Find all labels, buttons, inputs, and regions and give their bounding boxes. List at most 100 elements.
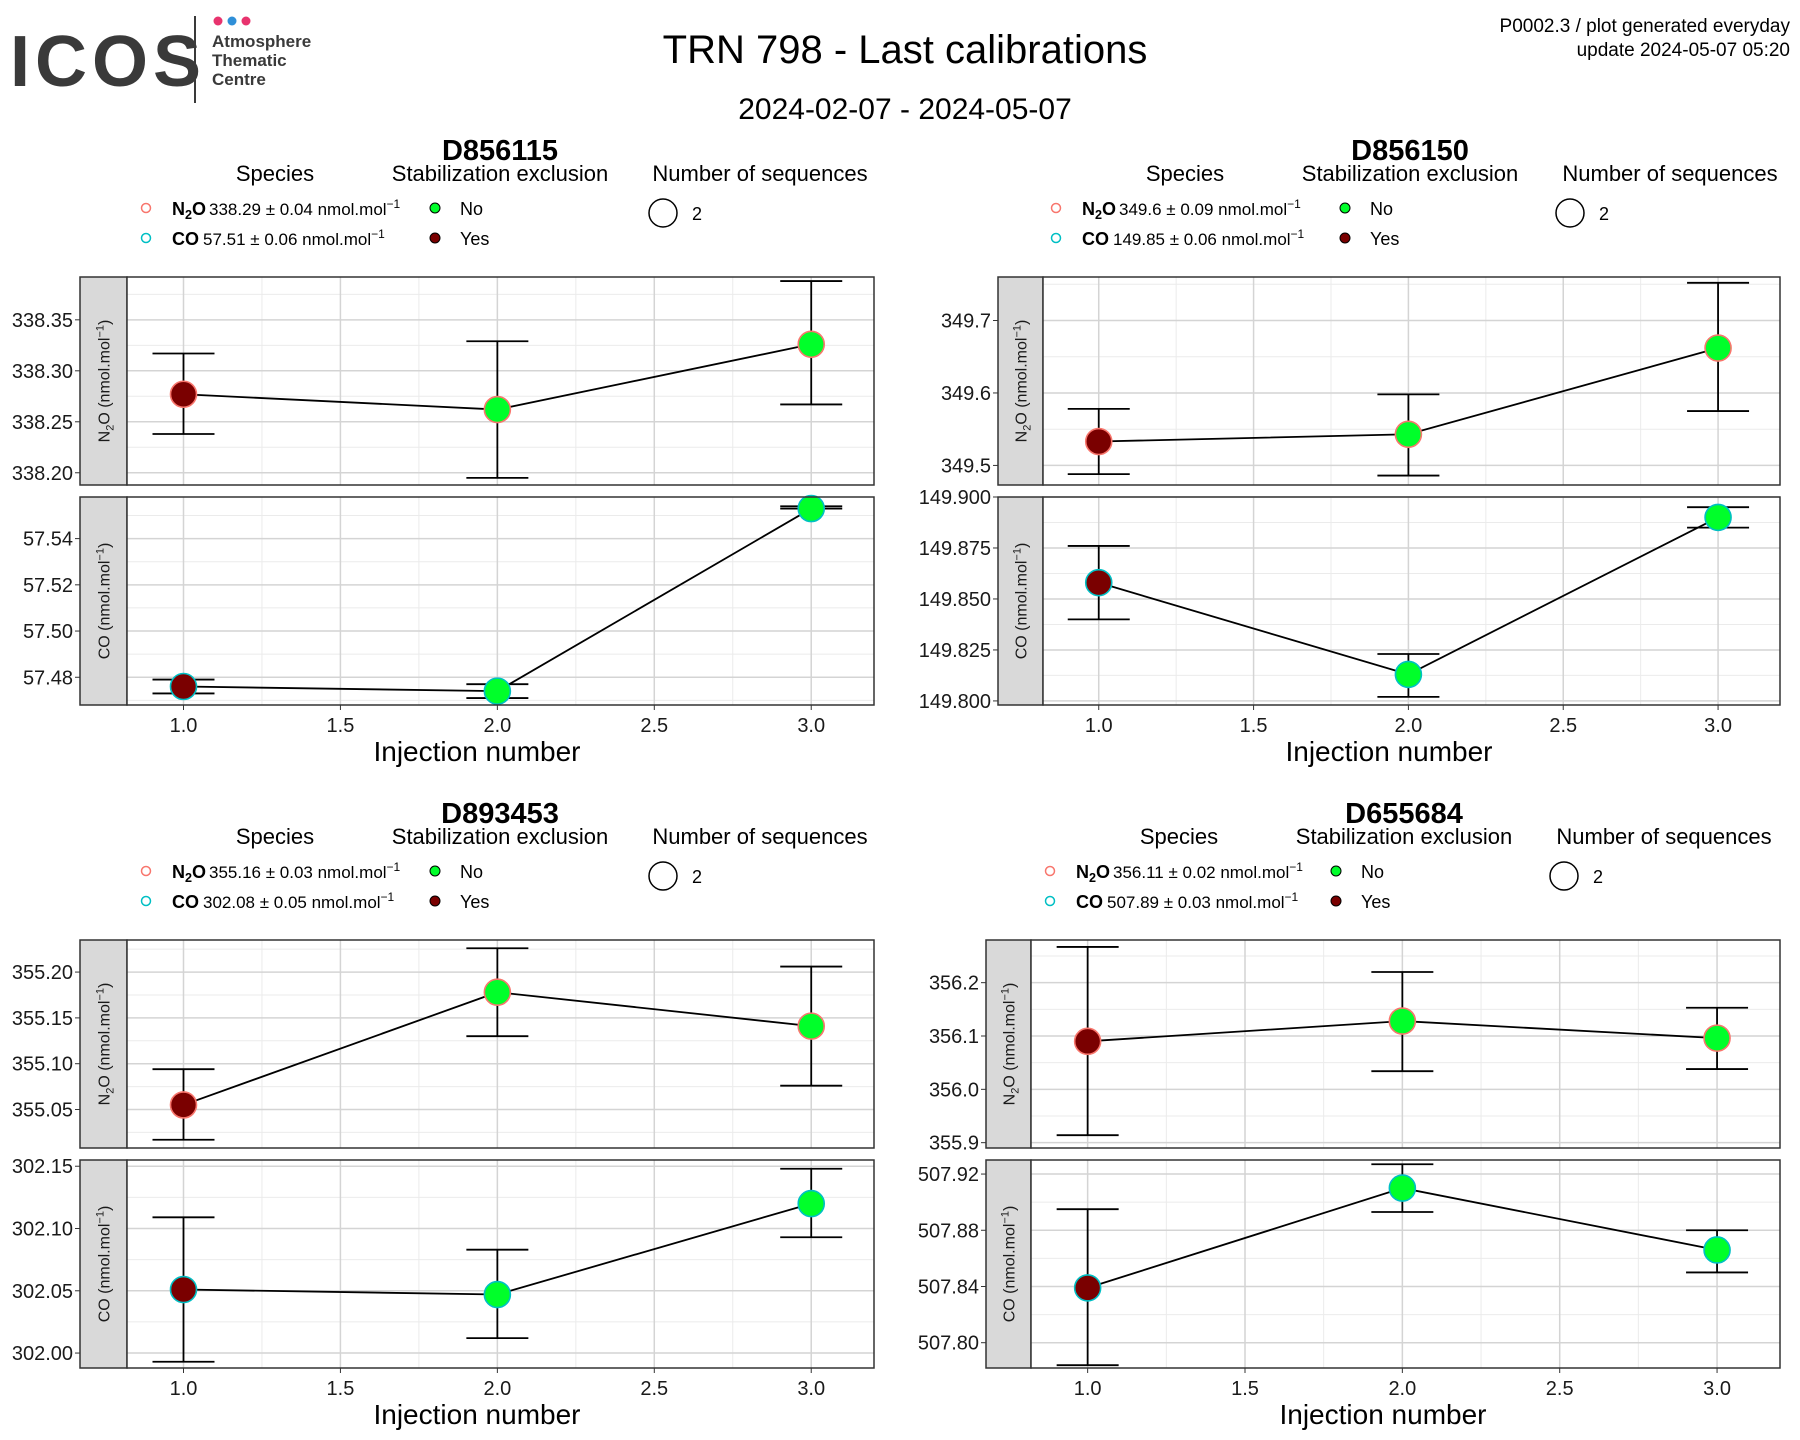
y-tick-label: 338.20 bbox=[12, 463, 73, 485]
data-point bbox=[1394, 660, 1423, 689]
x-tick-label: 1.0 bbox=[170, 715, 198, 737]
data-point bbox=[1084, 568, 1113, 597]
x-tick-label: 1.0 bbox=[1074, 1378, 1102, 1400]
legend-species-value: 338.29 ± 0.04 nmol.mol−1 bbox=[209, 197, 401, 219]
legend-no-label: No bbox=[1370, 199, 1393, 219]
data-point bbox=[1388, 1007, 1417, 1035]
legend-title-species: Species bbox=[236, 824, 314, 849]
facet-strip bbox=[997, 276, 1044, 486]
x-tick-label: 3.0 bbox=[1703, 1378, 1731, 1400]
legend-title-stabilization: Stabilization exclusion bbox=[1296, 824, 1512, 849]
panel-title: D856150 bbox=[1351, 135, 1469, 167]
y-tick-label: 507.92 bbox=[918, 1164, 979, 1186]
y-tick-label: 302.10 bbox=[12, 1219, 73, 1241]
facet-n2o: N2O (nmol.mol−1) 355.9 356.0 356.1 356.2 bbox=[929, 939, 1781, 1155]
x-tick-label: 2.5 bbox=[1546, 1378, 1574, 1400]
x-axis-label: Injection number bbox=[373, 736, 580, 767]
legend-no-label: No bbox=[1361, 862, 1384, 882]
legend-title-sequences: Number of sequences bbox=[1562, 161, 1777, 186]
x-tick-label: 1.5 bbox=[327, 715, 355, 737]
legend-sequences-marker bbox=[648, 861, 678, 891]
plot-border bbox=[126, 1159, 875, 1369]
legend-species-value: 149.85 ± 0.06 nmol.mol−1 bbox=[1113, 227, 1305, 249]
legend-species-marker bbox=[140, 895, 152, 907]
data-point bbox=[1704, 334, 1732, 362]
logo-dot bbox=[227, 16, 237, 26]
legend-title-sequences: Number of sequences bbox=[652, 161, 867, 186]
x-tick-label: 3.0 bbox=[797, 715, 825, 737]
plot-area bbox=[127, 940, 874, 1148]
species-name: CO bbox=[172, 229, 199, 249]
facet-strip-label: CO (nmol.mol−1) bbox=[1012, 543, 1031, 660]
facet-co: CO (nmol.mol−1) 57.48 57.50 57.52 57.54 bbox=[23, 494, 875, 706]
y-tick-label: 356.0 bbox=[929, 1079, 979, 1101]
panel-title: D856115 bbox=[442, 135, 558, 167]
logo-text: ICOS bbox=[10, 22, 206, 102]
legend-species-value: 57.51 ± 0.06 nmol.mol−1 bbox=[203, 227, 385, 249]
facet-n2o: N2O (nmol.mol−1) 338.20 338.25 338.30 338.35 bbox=[12, 276, 875, 486]
data-point bbox=[797, 330, 826, 359]
species-name: N2O bbox=[172, 862, 206, 885]
data-point bbox=[1388, 1174, 1417, 1202]
facet-strip-label: N2O (nmol.mol−1) bbox=[95, 983, 117, 1106]
legend-sequences-marker bbox=[648, 198, 678, 228]
x-tick-label: 2.0 bbox=[1388, 1378, 1416, 1400]
x-tick-label: 1.5 bbox=[327, 1378, 355, 1400]
facet-strip-label: CO (nmol.mol−1) bbox=[1000, 1206, 1019, 1323]
data-point bbox=[797, 494, 826, 523]
legend-yes-marker bbox=[429, 895, 441, 907]
x-axis-label: Injection number bbox=[373, 1399, 580, 1430]
y-tick-label: 338.25 bbox=[12, 412, 73, 434]
legend-sequences-value: 2 bbox=[1599, 204, 1609, 224]
y-tick-label: 149.825 bbox=[919, 640, 991, 662]
plot-area bbox=[127, 497, 874, 705]
facet-strip-label: CO (nmol.mol−1) bbox=[95, 543, 114, 660]
legend-species-marker bbox=[1050, 202, 1062, 214]
plot-border bbox=[1030, 1159, 1781, 1369]
x-tick-label: 1.5 bbox=[1240, 715, 1268, 737]
data-point bbox=[169, 380, 198, 409]
x-tick-label: 1.0 bbox=[170, 1378, 198, 1400]
facet-strip bbox=[985, 1159, 1032, 1369]
panel-title: D893453 bbox=[441, 798, 559, 830]
y-tick-label: 57.54 bbox=[23, 529, 73, 551]
legend-no-label: No bbox=[460, 862, 483, 882]
legend-species-marker bbox=[1044, 865, 1056, 877]
plot-border bbox=[1042, 276, 1781, 486]
y-tick-label: 149.850 bbox=[919, 589, 991, 611]
y-tick-label: 57.52 bbox=[23, 575, 73, 597]
facet-strip-label: N2O (nmol.mol−1) bbox=[95, 320, 117, 443]
legend-sequences-marker bbox=[1555, 198, 1585, 228]
y-tick-label: 349.7 bbox=[941, 310, 991, 332]
legend-yes-marker bbox=[1339, 232, 1351, 244]
legend-title-species: Species bbox=[1146, 161, 1224, 186]
y-tick-label: 149.800 bbox=[919, 691, 991, 713]
legend-title-species: Species bbox=[1140, 824, 1218, 849]
plot-border bbox=[1030, 939, 1781, 1149]
facet-co: CO (nmol.mol−1) 507.80 507.84 507.88 507.92 bbox=[918, 1159, 1781, 1369]
panel-title: D655684 bbox=[1345, 798, 1463, 830]
x-tick-label: 2.5 bbox=[1549, 715, 1577, 737]
data-point bbox=[797, 1012, 826, 1040]
x-tick-label: 2.5 bbox=[640, 1378, 668, 1400]
legend-species-marker bbox=[1044, 895, 1056, 907]
y-tick-label: 302.15 bbox=[12, 1156, 73, 1178]
legend-title-sequences: Number of sequences bbox=[1556, 824, 1771, 849]
legend-title-stabilization: Stabilization exclusion bbox=[1302, 161, 1518, 186]
plot-area bbox=[1043, 277, 1780, 485]
data-point bbox=[483, 1280, 512, 1309]
legend-species-value: 302.08 ± 0.05 nmol.mol−1 bbox=[203, 890, 395, 912]
legend-sequences-value: 2 bbox=[692, 204, 702, 224]
data-point bbox=[1704, 503, 1732, 532]
legend-species-value: 507.89 ± 0.03 nmol.mol−1 bbox=[1107, 890, 1299, 912]
species-name: CO bbox=[172, 892, 199, 912]
y-tick-label: 149.900 bbox=[919, 487, 991, 509]
legend-no-label: No bbox=[460, 199, 483, 219]
legend-species-value: 355.16 ± 0.03 nmol.mol−1 bbox=[209, 860, 401, 882]
logo-dot bbox=[241, 16, 251, 26]
plot-border bbox=[126, 276, 875, 486]
plot-area bbox=[127, 1160, 874, 1368]
logo-subtitle-line: Thematic bbox=[212, 51, 287, 70]
legend-no-marker bbox=[1339, 202, 1351, 214]
legend-species-marker bbox=[140, 232, 152, 244]
